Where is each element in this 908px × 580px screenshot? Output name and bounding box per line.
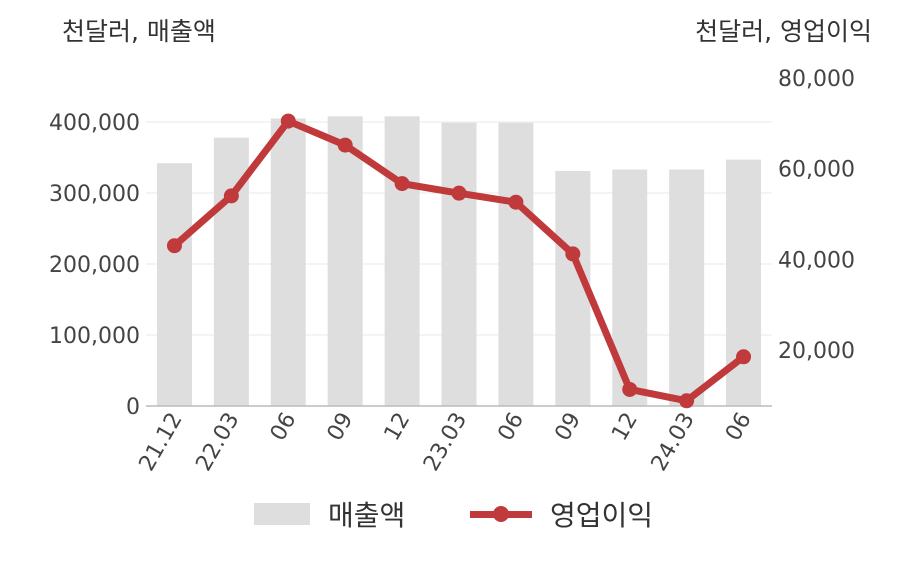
right-y-tick-label: 80,000 [778,67,855,92]
legend: 매출액 영업이익 [0,492,908,536]
legend-label-operating-profit: 영업이익 [550,499,654,532]
revenue-bar [441,122,477,407]
x-tick-label: 06 [493,409,529,446]
operating-profit-point [337,137,353,153]
right-axis-unit: 천달러, 영업이익 [695,17,872,46]
left-y-axis-labels: 0 100,000 200,000 300,000 400,000 [49,111,140,420]
left-y-tick-label: 0 [126,395,140,420]
legend-label-revenue: 매출액 [328,499,406,532]
revenue-bar [327,116,363,406]
x-tick-label: 22.03 [191,409,244,476]
x-tick-label: 09 [550,409,586,446]
operating-profit-point [679,393,695,409]
revenue-bar [612,169,648,406]
x-tick-label: 21.12 [135,409,188,476]
x-tick-label: 06 [721,409,757,446]
operating-profit-point [166,238,182,254]
x-tick-label: 09 [323,409,359,446]
x-tick-label: 12 [607,409,643,446]
revenue-bar [270,118,306,406]
x-tick-label: 24.03 [647,409,700,476]
right-y-axis-labels: 20,000 40,000 60,000 80,000 [778,67,855,364]
left-y-tick-label: 400,000 [49,111,140,136]
revenue-bar [498,122,534,407]
right-y-tick-label: 20,000 [778,339,855,364]
operating-profit-point [508,194,524,210]
operating-profit-point [622,381,638,397]
combo-chart: 0 100,000 200,000 300,000 400,000 20,000 40,0… [49,67,855,476]
x-tick-label: 23.03 [419,409,472,476]
x-tick-label: 12 [380,409,416,446]
left-y-tick-label: 300,000 [49,182,140,207]
left-y-tick-label: 200,000 [49,253,140,278]
operating-profit-point [223,188,239,204]
operating-profit-point [451,185,467,201]
legend-item-operating-profit: 영업이익 [470,492,653,536]
revenue-bar [669,169,705,406]
revenue-bar [384,116,420,406]
left-axis-unit: 천달러, 매출액 [62,17,216,46]
operating-profit-point [736,349,752,365]
legend-item-revenue: 매출액 [254,492,405,536]
legend-bar-swatch [254,503,310,525]
left-y-tick-label: 100,000 [49,324,140,349]
operating-profit-point [280,113,296,129]
x-axis-labels: 21.12 22.03 06 09 12 23.03 06 09 12 24.03 06 [135,409,757,476]
legend-line-swatch [470,503,532,525]
right-y-tick-label: 40,000 [778,248,855,273]
operating-profit-line [166,113,752,409]
x-tick-label: 06 [266,409,302,446]
revenue-bar [156,163,192,406]
revenue-bars [156,116,762,407]
operating-profit-point [565,246,581,262]
right-y-tick-label: 60,000 [778,158,855,183]
operating-profit-point [394,176,410,192]
